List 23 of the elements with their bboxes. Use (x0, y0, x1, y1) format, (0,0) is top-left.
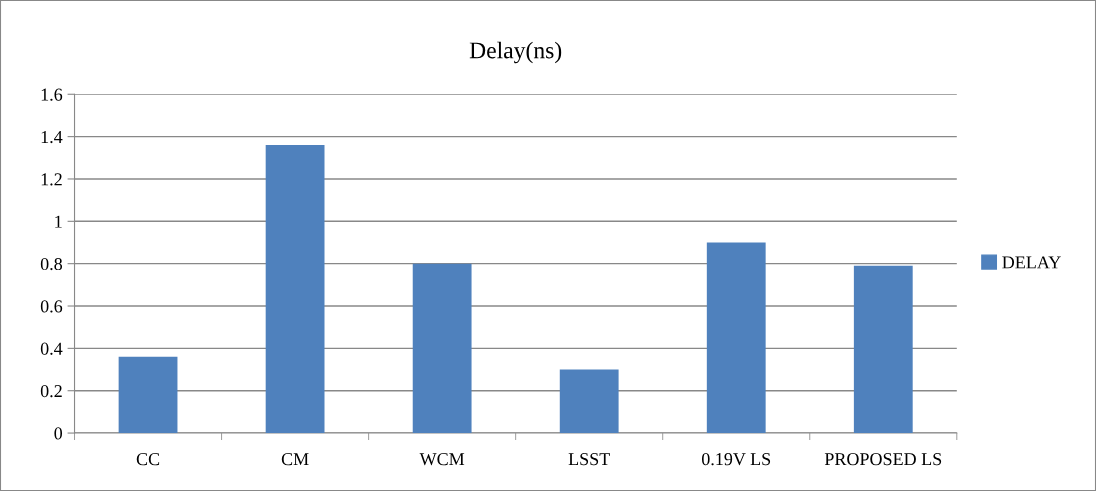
bar (265, 145, 325, 434)
y-tick-label: 1.2 (41, 173, 62, 186)
x-tick-label: LSST (568, 453, 610, 466)
y-tick-label: 0.2 (40, 384, 62, 398)
bar (559, 369, 619, 434)
x-tick-label: CC (136, 453, 160, 466)
x-tick-label: WCM (419, 453, 465, 466)
x-tick-label: PROPOSED LS (824, 453, 942, 466)
y-tick-label: 1.4 (41, 130, 63, 144)
chart-title: Delay(ns) (469, 41, 562, 64)
y-tick-label: 0.6 (40, 300, 63, 313)
y-tick-label: 0 (54, 427, 63, 440)
x-tick-label: CM (281, 453, 309, 466)
legend-label: DELAY (1002, 256, 1061, 269)
y-tick-label: 1 (55, 215, 62, 228)
x-tick-label: 0.19V LS (701, 453, 771, 466)
bar (118, 356, 178, 434)
bar (706, 242, 766, 434)
y-tick-label: 0.4 (40, 342, 63, 355)
y-tick-label: 1.6 (41, 88, 63, 101)
bar (412, 263, 472, 434)
y-tick-label: 0.8 (40, 257, 63, 271)
bar (853, 265, 913, 434)
